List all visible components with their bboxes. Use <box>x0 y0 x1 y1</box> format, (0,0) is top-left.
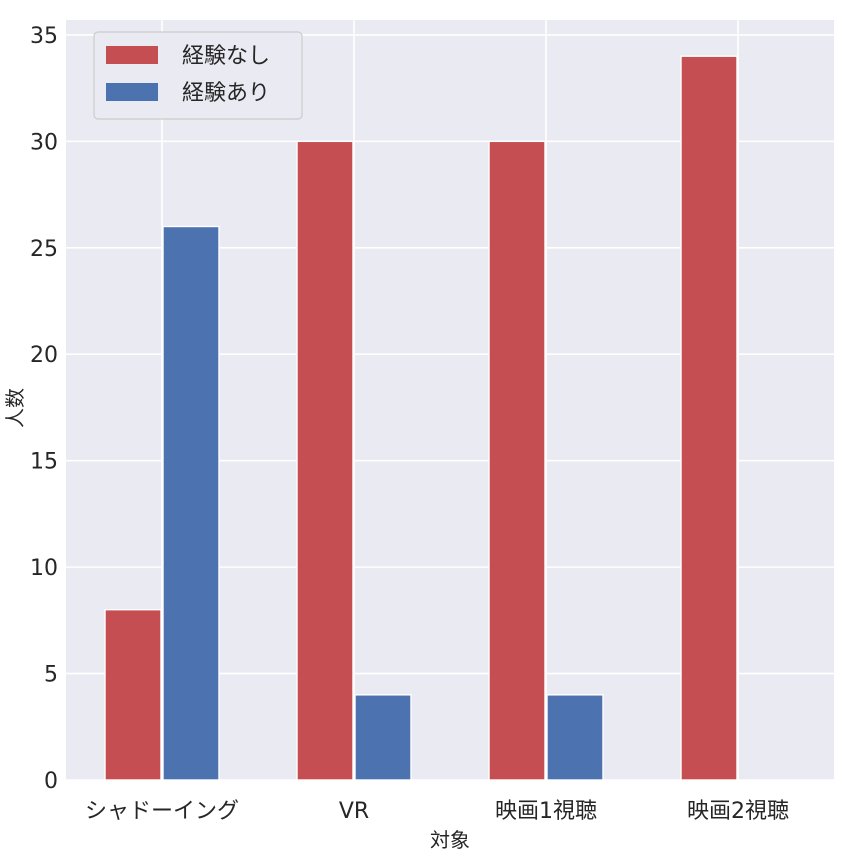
y-tick-label: 10 <box>30 556 58 581</box>
x-tick-labels: シャドーイング VR 映画1視聴 映画2視聴 <box>85 799 789 824</box>
x-tick-label: VR <box>339 799 369 824</box>
y-tick-label: 25 <box>30 237 58 262</box>
y-tick-label: 15 <box>30 450 58 475</box>
bar-experience <box>546 694 604 781</box>
y-tick-label: 30 <box>30 130 58 155</box>
bars <box>104 55 738 781</box>
y-tick-label: 35 <box>30 24 58 49</box>
y-tick-label: 5 <box>44 663 58 688</box>
y-tick-label: 0 <box>44 769 58 794</box>
y-tick-label: 20 <box>30 343 58 368</box>
x-tick-label: 映画2視聴 <box>687 799 789 824</box>
x-tick-label: 映画1視聴 <box>495 799 597 824</box>
bar-experience <box>354 694 412 781</box>
bar-experience <box>162 225 220 781</box>
y-axis-label: 人数 <box>3 388 27 428</box>
legend-label: 経験なし <box>182 44 270 69</box>
legend-swatch <box>106 46 158 64</box>
bar-no-experience <box>680 55 738 781</box>
bar-no-experience <box>488 140 546 781</box>
legend-swatch <box>106 83 158 101</box>
y-tick-labels: 0 5 10 15 20 25 30 35 <box>30 24 58 794</box>
x-axis-label: 対象 <box>430 828 470 851</box>
legend-label: 経験あり <box>182 81 270 106</box>
x-tick-label: シャドーイング <box>85 799 239 824</box>
bar-no-experience <box>296 140 354 781</box>
bar-no-experience <box>104 608 162 781</box>
